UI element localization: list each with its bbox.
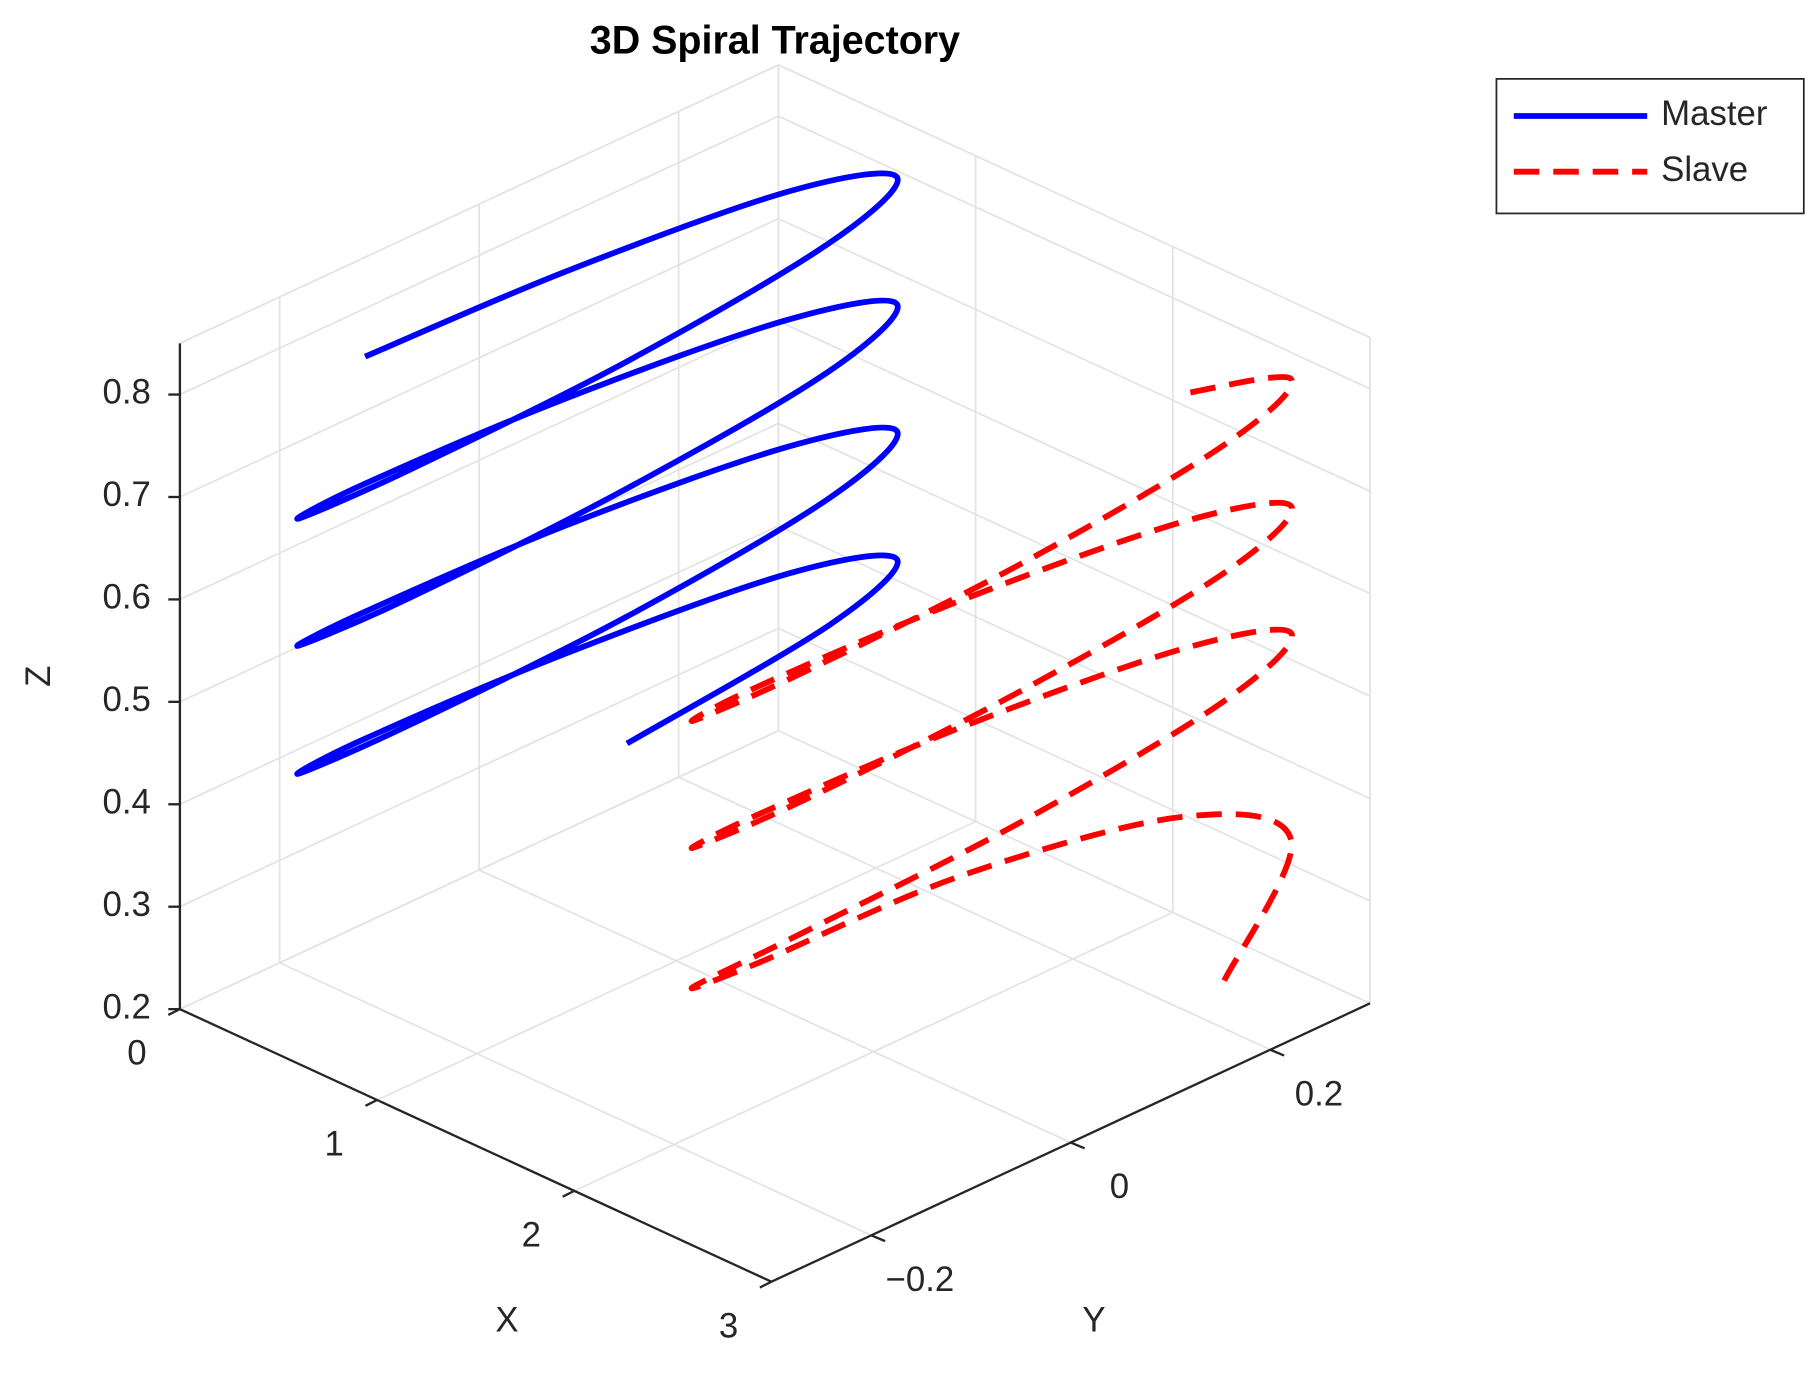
legend-box <box>1495 78 1805 215</box>
z-axis-label: Z <box>20 666 58 687</box>
grid-line <box>778 729 1371 1005</box>
x-tick <box>759 1280 772 1289</box>
x-tick-label: 3 <box>719 1307 738 1345</box>
grid-line <box>179 115 779 396</box>
axes: 0 1 2 3 −0.2 0 0.2 0.2 0.3 0.4 0.5 0.6 0.7 0.8 <box>103 343 1371 1345</box>
y-tick-label: −0.2 <box>886 1261 955 1299</box>
legend: Master Slave <box>1495 78 1805 215</box>
x-tick-label: 1 <box>325 1126 344 1164</box>
y-tick-label: 0.2 <box>1295 1075 1343 1113</box>
z-tick-label: 0.3 <box>103 886 151 924</box>
x-axis-label: X <box>495 1302 518 1340</box>
x-tick-label: 0 <box>127 1035 146 1073</box>
box-edge <box>179 64 779 345</box>
chart-title: 3D Spiral Trajectory <box>590 18 960 62</box>
z-tick-label: 0.4 <box>103 783 151 821</box>
z-tick-label: 0.2 <box>103 988 151 1026</box>
z-tick-label: 0.8 <box>103 374 151 412</box>
x-axis-line <box>179 1008 772 1283</box>
x-tick-label: 2 <box>522 1216 541 1254</box>
x-tick <box>364 1098 378 1107</box>
z-tick-label: 0.7 <box>103 476 151 514</box>
z-tick-label: 0.6 <box>103 579 151 617</box>
grid-line <box>179 729 779 1010</box>
legend-label: Slave <box>1661 151 1748 189</box>
z-tick-label: 0.5 <box>103 681 151 719</box>
series-line <box>688 374 1295 992</box>
grid-line <box>179 627 779 908</box>
y-tick <box>870 1234 886 1243</box>
grid-line <box>179 217 779 498</box>
grid-line <box>478 869 1072 1144</box>
grid-line <box>179 320 779 601</box>
grid-line <box>778 115 1371 390</box>
grid-line <box>678 776 1271 1051</box>
grid-line <box>778 627 1371 902</box>
y-tick-label: 0 <box>1110 1168 1129 1206</box>
grid-line <box>279 961 872 1237</box>
legend-label: Master <box>1661 95 1767 133</box>
y-tick <box>1070 1141 1086 1150</box>
grid-line <box>778 320 1371 595</box>
x-tick <box>562 1189 575 1198</box>
y-axis-label: Y <box>1082 1302 1105 1340</box>
box-edge <box>778 64 1371 339</box>
grid <box>179 64 1371 1283</box>
grid-line <box>778 217 1371 492</box>
series-line <box>294 170 901 777</box>
grid-line <box>778 422 1371 697</box>
y-tick <box>1269 1048 1285 1057</box>
grid-line <box>179 525 779 806</box>
plot-area <box>294 170 1295 992</box>
